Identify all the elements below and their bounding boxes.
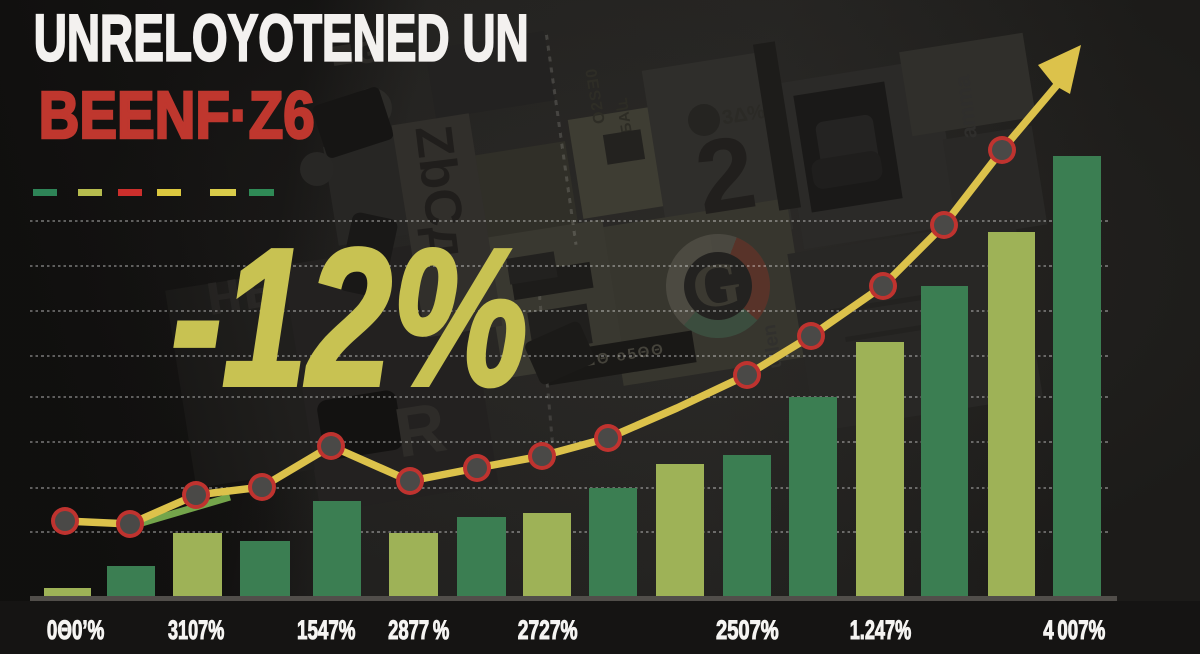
svg-text:2877 %: 2877 % <box>388 615 449 645</box>
svg-text:3107%: 3107% <box>168 615 224 645</box>
svg-text:BEENF·Z6: BEENF·Z6 <box>39 78 315 153</box>
svg-text:1547%: 1547% <box>297 615 356 645</box>
svg-text:-12%: -12% <box>171 208 528 427</box>
svg-text:0Θ0’%: 0Θ0’% <box>47 615 104 645</box>
svg-text:2727%: 2727% <box>518 615 578 645</box>
svg-text:UNRELOYOTENED UN: UNRELOYOTENED UN <box>34 1 529 75</box>
svg-text:2507%: 2507% <box>716 615 779 645</box>
svg-text:1.247%: 1.247% <box>850 615 912 645</box>
svg-text:4 007%: 4 007% <box>1043 615 1105 645</box>
